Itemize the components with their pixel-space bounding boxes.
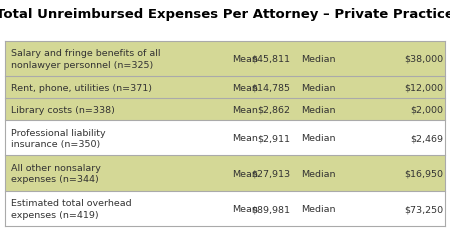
Text: Professional liability
insurance (n=350): Professional liability insurance (n=350) (11, 128, 105, 148)
Text: $12,000: $12,000 (404, 83, 443, 92)
Text: $27,913: $27,913 (251, 169, 290, 178)
Text: $2,469: $2,469 (410, 134, 443, 143)
Text: Mean: Mean (232, 55, 257, 64)
Bar (5, 99, 445, 121)
Text: Median: Median (302, 105, 336, 114)
Text: Mean: Mean (232, 105, 257, 114)
Bar (5, 42, 445, 77)
Text: $73,250: $73,250 (404, 204, 443, 213)
Text: $38,000: $38,000 (404, 55, 443, 64)
Text: $2,862: $2,862 (257, 105, 290, 114)
Text: $89,981: $89,981 (251, 204, 290, 213)
Bar (5, 191, 445, 226)
Text: Median: Median (302, 204, 336, 213)
Text: Library costs (n=338): Library costs (n=338) (11, 105, 115, 114)
Text: Mean: Mean (232, 83, 257, 92)
Text: $2,911: $2,911 (257, 134, 290, 143)
Text: Mean: Mean (232, 204, 257, 213)
Bar (5, 156, 445, 191)
Text: Mean: Mean (232, 169, 257, 178)
Bar (5, 121, 445, 156)
Text: Median: Median (302, 169, 336, 178)
Text: Median: Median (302, 134, 336, 143)
Text: $2,000: $2,000 (410, 105, 443, 114)
Text: Estimated total overhead
expenses (n=419): Estimated total overhead expenses (n=419… (11, 199, 131, 219)
Text: $45,811: $45,811 (251, 55, 290, 64)
Text: $16,950: $16,950 (404, 169, 443, 178)
Text: Mean: Mean (232, 134, 257, 143)
Text: Median: Median (302, 55, 336, 64)
Text: All other nonsalary
expenses (n=344): All other nonsalary expenses (n=344) (11, 163, 101, 184)
Text: Salary and fringe benefits of all
nonlawyer personnel (n=325): Salary and fringe benefits of all nonlaw… (11, 49, 160, 69)
Text: Median: Median (302, 83, 336, 92)
Text: $14,785: $14,785 (251, 83, 290, 92)
Text: Rent, phone, utilities (n=371): Rent, phone, utilities (n=371) (11, 83, 152, 92)
Bar (5, 77, 445, 99)
Text: Total Unreimbursed Expenses Per Attorney – Private Practice: Total Unreimbursed Expenses Per Attorney… (0, 8, 450, 21)
